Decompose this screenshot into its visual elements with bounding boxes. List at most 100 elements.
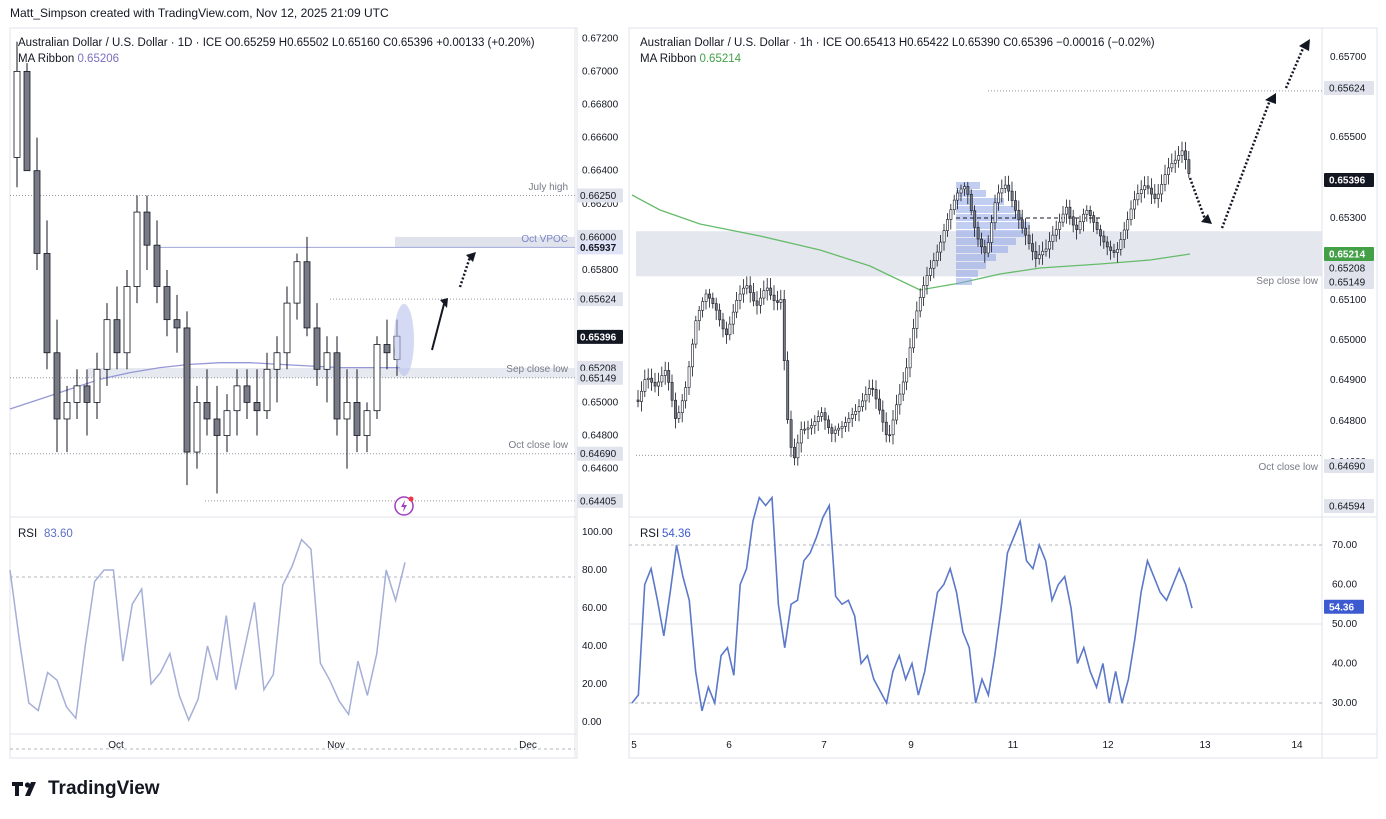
left-candle xyxy=(33,170,41,254)
chart-canvas: Australian Dollar / U.S. Dollar · 1D · I… xyxy=(9,27,1378,759)
left-candle xyxy=(383,344,391,354)
right-candle xyxy=(820,412,824,417)
right-candle xyxy=(942,230,946,243)
tradingview-footer[interactable]: TradingView xyxy=(10,778,160,800)
right-candle xyxy=(1024,227,1028,236)
right-candle xyxy=(963,186,966,190)
right-rsi-line xyxy=(631,495,1193,712)
left-price-badge-text: 0.66000 xyxy=(580,232,617,243)
left-price-badge xyxy=(577,292,623,307)
right-price-badge-text: 0.65396 xyxy=(1329,176,1366,187)
right-price-badge-text: 0.65214 xyxy=(1329,250,1366,261)
right-candle xyxy=(1048,241,1051,250)
left-candle xyxy=(163,286,171,321)
right-candle xyxy=(1099,229,1102,237)
left-price-tick: 0.64600 xyxy=(582,464,619,475)
right-candle xyxy=(1136,193,1140,201)
left-price-badge xyxy=(577,446,623,461)
right-candle xyxy=(796,442,800,459)
right-candle xyxy=(833,429,837,434)
right-candle xyxy=(1044,248,1048,252)
right-candle xyxy=(803,428,807,431)
volume-profile-bar xyxy=(956,206,1016,213)
left-candle xyxy=(363,410,371,436)
right-candle xyxy=(1129,208,1133,221)
right-price-badge xyxy=(1324,81,1374,95)
right-candle xyxy=(1007,184,1011,192)
right-x-label: 6 xyxy=(726,740,732,751)
right-candle xyxy=(844,422,847,427)
right-candle xyxy=(898,393,902,406)
left-price-badge-text: 0.65937 xyxy=(580,243,617,254)
left-sep-label: Sep close low xyxy=(506,364,568,375)
left-candle xyxy=(43,253,51,354)
right-candle xyxy=(959,188,963,194)
right-arrow-down-head xyxy=(1201,214,1212,224)
right-rsi-label: RSI xyxy=(640,528,659,540)
left-rsi-label: RSI xyxy=(18,528,37,540)
right-candle xyxy=(1187,159,1191,174)
right-candle xyxy=(721,319,725,330)
right-candle xyxy=(711,297,715,304)
left-price-tick: 0.67000 xyxy=(582,66,619,77)
right-candle xyxy=(718,309,722,321)
right-candle xyxy=(745,285,749,289)
left-rsi-tick: 0.00 xyxy=(582,717,602,728)
right-candle xyxy=(980,238,983,248)
right-candle xyxy=(657,381,660,387)
right-candle xyxy=(993,202,997,224)
tradingview-logo-text: TradingView xyxy=(48,778,160,799)
right-price-badge-text: 0.65208 xyxy=(1329,264,1366,275)
right-candle xyxy=(915,310,919,329)
right-candle xyxy=(691,343,694,368)
right-candle xyxy=(786,360,790,420)
right-price-tick: 0.65300 xyxy=(1330,213,1367,224)
right-candle xyxy=(1082,213,1085,223)
right-sep-label: Sep close low xyxy=(1256,276,1318,287)
right-price-badge xyxy=(1324,459,1374,473)
right-candle xyxy=(888,434,892,437)
right-candle xyxy=(908,347,912,369)
left-price-tick: 0.64800 xyxy=(582,431,619,442)
right-candle xyxy=(949,209,953,220)
left-candle xyxy=(253,402,261,412)
right-price-badge xyxy=(1324,499,1374,513)
right-candle xyxy=(684,387,688,402)
right-price-badge xyxy=(1324,173,1374,187)
left-rsi-value: 83.60 xyxy=(44,528,73,540)
right-candle xyxy=(765,287,769,291)
volume-profile-bar xyxy=(956,238,1016,245)
right-rsi-badge-text: 54.36 xyxy=(1329,602,1354,613)
right-candle xyxy=(714,303,718,311)
left-candle xyxy=(63,402,71,420)
right-candle xyxy=(1184,150,1187,160)
volume-profile-bar xyxy=(956,198,1004,205)
left-candle xyxy=(73,385,81,403)
right-candle xyxy=(1092,215,1096,223)
right-candle xyxy=(1031,243,1034,252)
right-arrow-down xyxy=(1188,177,1208,223)
flash-dot xyxy=(408,496,414,502)
right-candle xyxy=(1075,224,1079,231)
right-candle xyxy=(871,388,875,390)
right-candle xyxy=(929,267,932,276)
right-rsi-value: 54.36 xyxy=(662,528,691,540)
left-candle xyxy=(103,319,111,370)
left-candle xyxy=(23,70,31,172)
right-candle xyxy=(1051,234,1055,242)
right-candle xyxy=(677,412,681,419)
volume-profile-bar xyxy=(956,214,1022,221)
right-price-tick: 0.65700 xyxy=(1330,52,1367,63)
right-candle xyxy=(1000,188,1004,194)
left-price-badge-text: 0.65208 xyxy=(580,363,617,374)
right-candle xyxy=(1027,234,1031,244)
left-candle xyxy=(183,327,191,453)
right-candle xyxy=(782,299,786,361)
left-price-badge-text: 0.65149 xyxy=(580,373,617,384)
right-candle xyxy=(837,427,841,431)
right-candle xyxy=(697,310,701,322)
left-candle xyxy=(263,368,271,412)
left-candle xyxy=(313,327,321,370)
right-candle xyxy=(1112,250,1116,253)
right-candle xyxy=(939,241,943,253)
